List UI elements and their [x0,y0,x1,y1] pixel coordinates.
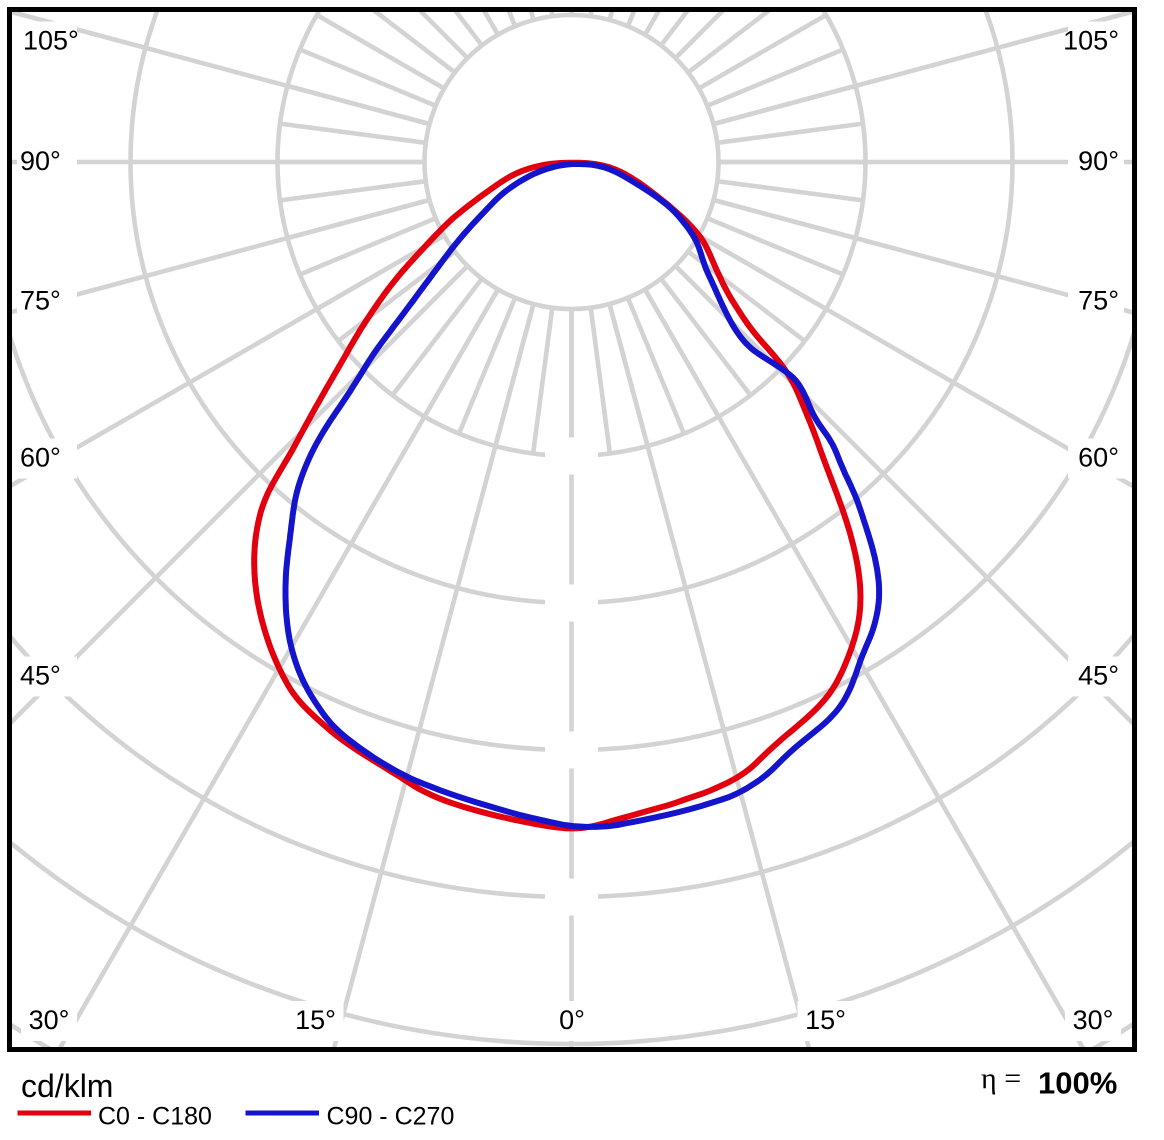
svg-text:105°: 105° [1063,26,1119,56]
svg-text:η =: η = [981,1062,1021,1095]
svg-text:60°: 60° [20,443,61,473]
svg-text:C0 - C180: C0 - C180 [98,1103,212,1131]
svg-text:0°: 0° [559,1005,585,1035]
svg-text:15°: 15° [805,1005,846,1035]
svg-text:60°: 60° [1078,443,1119,473]
svg-text:75°: 75° [20,286,61,316]
svg-text:100%: 100% [1038,1066,1117,1101]
svg-text:45°: 45° [20,661,61,691]
svg-text:cd/klm: cd/klm [21,1068,113,1104]
svg-text:C90 - C270: C90 - C270 [327,1103,455,1131]
svg-text:30°: 30° [29,1005,70,1035]
svg-text:105°: 105° [23,26,79,56]
svg-text:90°: 90° [1078,146,1119,176]
svg-text:75°: 75° [1078,286,1119,316]
svg-text:30°: 30° [1073,1005,1114,1035]
svg-text:15°: 15° [295,1005,336,1035]
svg-text:45°: 45° [1078,661,1119,691]
svg-text:90°: 90° [20,146,61,176]
